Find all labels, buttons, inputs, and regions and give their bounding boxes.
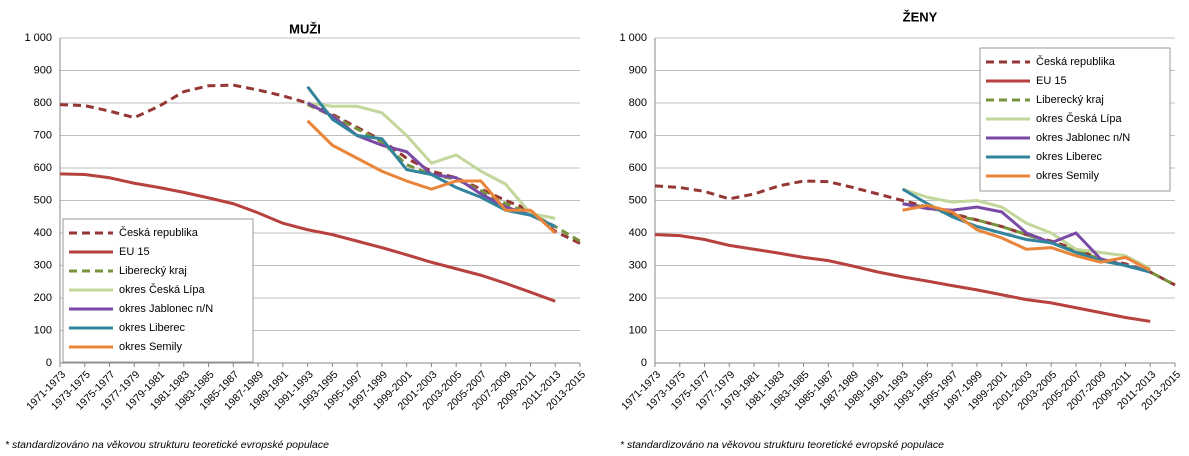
y-tick-label: 500	[34, 194, 52, 206]
series-line	[902, 203, 1151, 272]
legend-label: Česká republika	[119, 226, 199, 239]
y-tick-label: 300	[629, 259, 647, 271]
y-tick-label: 1 000	[24, 32, 52, 44]
series-line	[654, 179, 1176, 287]
y-tick-label: 800	[629, 97, 647, 109]
legend-label: okres Semily	[119, 341, 182, 353]
legend-label: okres Česká Lípa	[1036, 112, 1122, 125]
chart-title: MUŽI	[289, 21, 321, 36]
y-tick-label: 100	[34, 324, 52, 336]
legend-label: okres Liberec	[119, 322, 186, 334]
legend-label: okres Liberec	[1036, 151, 1103, 163]
y-tick-label: 200	[34, 292, 52, 304]
footnote: * standardizováno na věkovou strukturu t…	[620, 439, 944, 451]
series-line	[307, 101, 556, 220]
y-tick-label: 1 000	[619, 32, 647, 44]
y-tick-label: 400	[629, 227, 647, 239]
y-tick-label: 700	[629, 129, 647, 141]
y-tick-label: 700	[34, 129, 52, 141]
y-tick-label: 400	[34, 227, 52, 239]
legend-label: EU 15	[1036, 75, 1067, 87]
series-line	[306, 119, 557, 235]
series-line	[901, 187, 1151, 274]
y-tick-label: 900	[34, 64, 52, 76]
legend-label: Liberecký kraj	[119, 265, 187, 277]
legend-label: okres Jablonec n/N	[1036, 132, 1130, 144]
y-tick-label: 100	[629, 324, 647, 336]
series-line	[59, 172, 556, 303]
y-tick-label: 800	[34, 97, 52, 109]
y-tick-label: 0	[641, 357, 647, 369]
y-tick-label: 500	[629, 194, 647, 206]
y-tick-label: 600	[34, 162, 52, 174]
y-tick-label: 0	[46, 357, 52, 369]
y-tick-label: 900	[629, 64, 647, 76]
series-line	[902, 187, 1151, 271]
y-tick-label: 300	[34, 259, 52, 271]
chart-title: ŽENY	[903, 9, 938, 24]
legend-label: okres Semily	[1036, 170, 1099, 182]
y-tick-label: 600	[629, 162, 647, 174]
legend-label: EU 15	[119, 246, 150, 258]
legend-label: Liberecký kraj	[1036, 94, 1104, 106]
legend-label: Česká republika	[1036, 55, 1116, 68]
series-line	[654, 233, 1151, 323]
legend-label: okres Česká Lípa	[119, 283, 205, 296]
footnote: * standardizováno na věkovou strukturu t…	[5, 439, 329, 451]
series-line	[306, 85, 556, 228]
y-tick-label: 200	[629, 292, 647, 304]
legend-label: okres Jablonec n/N	[119, 303, 213, 315]
series-line	[902, 202, 1176, 287]
